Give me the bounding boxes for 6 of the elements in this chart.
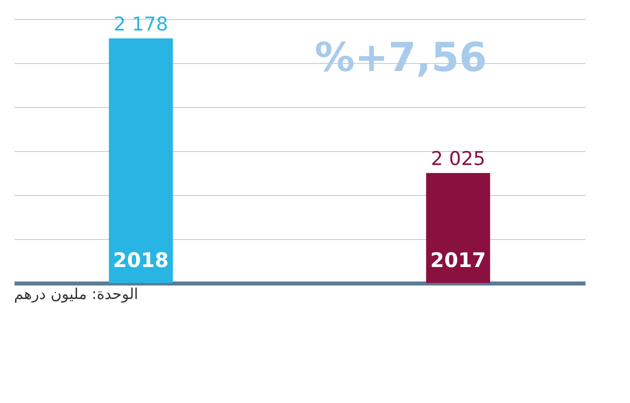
x-tick-label: 2018 <box>113 248 169 272</box>
text: الوحدة: مليون درهم <box>14 285 138 303</box>
data-label: 2 178 <box>114 13 168 36</box>
x-tick-label: 2017 <box>430 248 486 272</box>
data-label: 2 025 <box>430 148 486 170</box>
annotation: %+7,56 <box>314 35 487 81</box>
